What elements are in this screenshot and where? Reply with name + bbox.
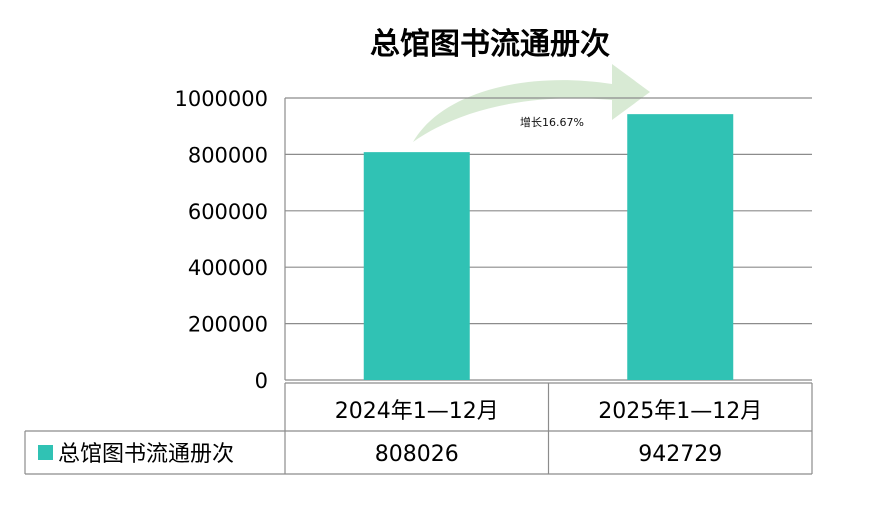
legend-swatch — [38, 445, 53, 460]
x-category-label: 2025年1—12月 — [598, 399, 762, 424]
data-label: 808026 — [375, 442, 459, 467]
y-tick-label: 400000 — [188, 256, 268, 280]
growth-annotation: 增长16.67% — [520, 115, 584, 129]
arrow-shape — [413, 64, 650, 142]
bar — [363, 152, 470, 380]
data-label: 942729 — [638, 442, 722, 467]
bar — [627, 114, 734, 380]
bars — [363, 114, 734, 380]
y-tick-label: 600000 — [188, 200, 268, 224]
series-name: 总馆图书流通册次 — [58, 442, 234, 467]
y-tick-label: 0 — [255, 369, 268, 393]
y-tick-label: 200000 — [188, 313, 268, 337]
chart-title: 总馆图书流通册次 — [370, 27, 610, 62]
y-axis-ticks: 0 200000 400000 600000 800000 1000000 — [174, 87, 268, 393]
y-tick-label: 800000 — [188, 143, 268, 167]
x-category-label: 2024年1—12月 — [335, 399, 499, 424]
growth-arrow-icon — [413, 64, 650, 142]
y-tick-label: 1000000 — [174, 87, 268, 111]
